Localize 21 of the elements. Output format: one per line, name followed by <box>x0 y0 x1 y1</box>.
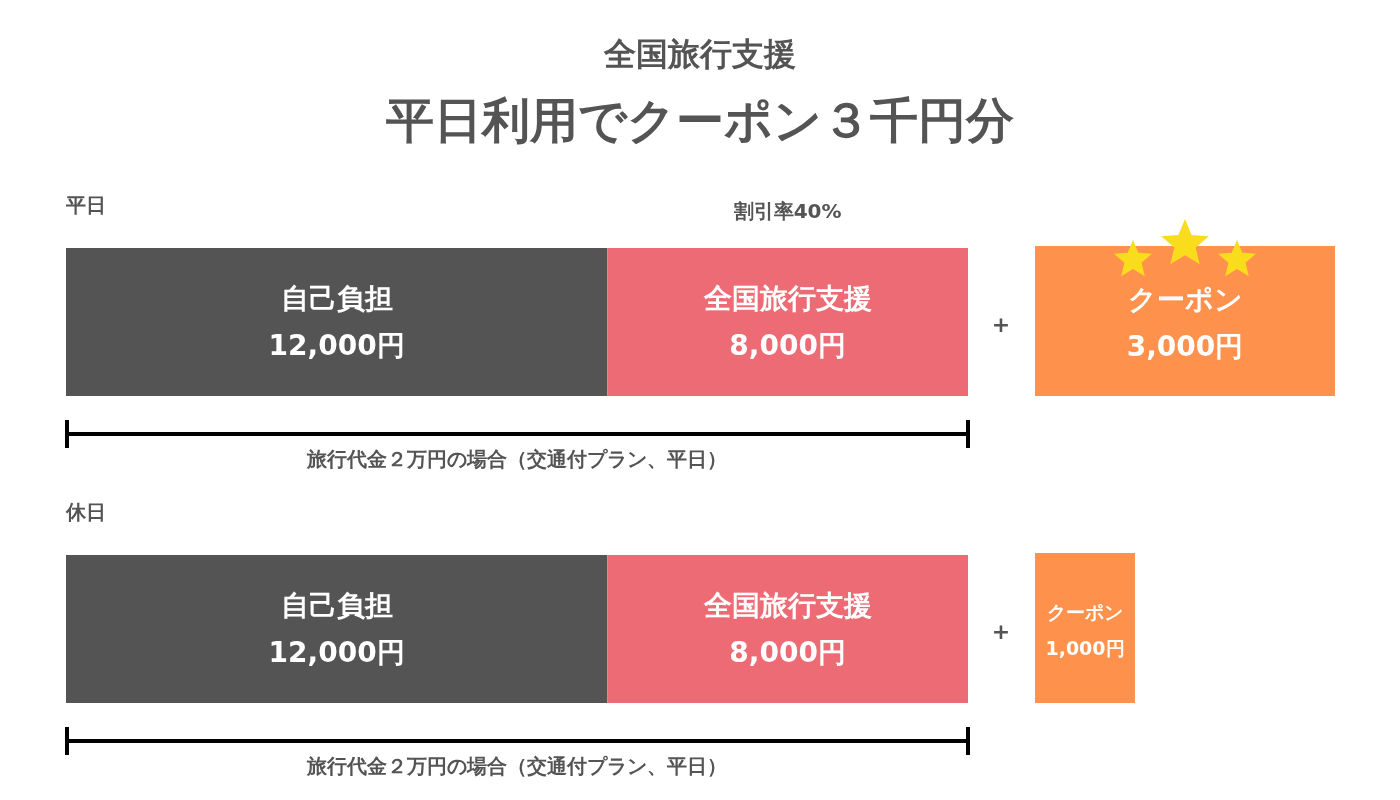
text: + <box>991 619 1011 644</box>
category-label: クーポン <box>1047 601 1123 623</box>
text: 割引率40% <box>732 199 842 223</box>
data-label: 3,000円 <box>1126 330 1244 363</box>
chart-title: 平日 <box>65 193 106 217</box>
series-label: 自己負担 <box>280 589 393 622</box>
text: 平日利用でクーポン３千円分 <box>385 92 1014 148</box>
chart-title: 休日 <box>65 500 106 524</box>
data-label: 8,000円 <box>729 636 846 669</box>
data-label: 12,000円 <box>268 329 405 362</box>
data-label: 8,000円 <box>729 329 846 362</box>
data-label: 1,000円 <box>1045 637 1125 659</box>
series-label: 全国旅行支援 <box>702 589 872 622</box>
series-label: 全国旅行支援 <box>702 282 872 315</box>
text: 旅行代金２万円の場合（交通付プラン、平日） <box>306 447 727 471</box>
text: + <box>991 312 1011 337</box>
text: 旅行代金２万円の場合（交通付プラン、平日） <box>306 754 727 778</box>
text: 全国旅行支援 <box>603 35 796 73</box>
data-label: 12,000円 <box>268 636 405 669</box>
category-label: クーポン <box>1127 283 1243 316</box>
series-label: 自己負担 <box>280 282 393 315</box>
